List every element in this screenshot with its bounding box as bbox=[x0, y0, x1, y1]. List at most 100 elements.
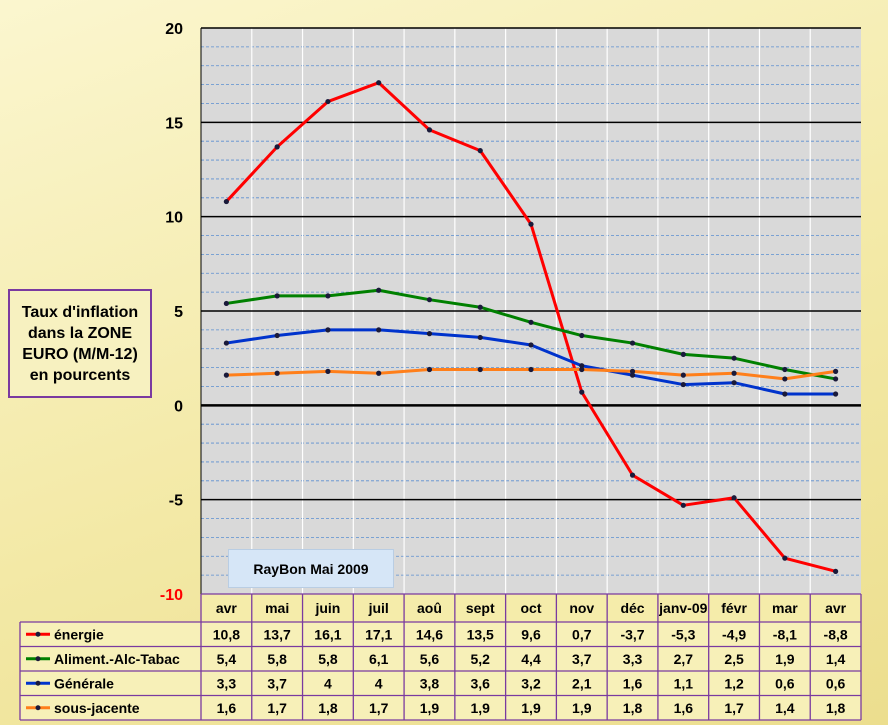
data-point bbox=[629, 340, 636, 346]
data-label: 3,6 bbox=[470, 675, 490, 691]
data-label: 1,4 bbox=[826, 651, 846, 667]
data-point bbox=[680, 351, 686, 357]
data-point bbox=[629, 472, 636, 478]
data-point bbox=[426, 297, 433, 303]
data-label: 3,7 bbox=[572, 651, 592, 667]
data-point bbox=[376, 327, 382, 333]
y-tick-label: -5 bbox=[169, 493, 183, 510]
legend-label: Générale bbox=[54, 675, 114, 691]
y-tick-label: -10 bbox=[160, 587, 183, 604]
data-point bbox=[528, 319, 534, 325]
data-point bbox=[528, 366, 534, 373]
data-label: 1,8 bbox=[826, 700, 846, 716]
data-label: -8,8 bbox=[824, 626, 848, 642]
data-point bbox=[680, 372, 686, 378]
data-point bbox=[833, 568, 839, 574]
x-tick-label: mai bbox=[265, 600, 289, 616]
x-tick-label: avr bbox=[825, 600, 847, 616]
data-label: 0,7 bbox=[572, 626, 592, 642]
data-point bbox=[782, 366, 788, 373]
data-point bbox=[477, 334, 483, 341]
data-point bbox=[579, 366, 585, 373]
y-tick-label: 15 bbox=[165, 115, 183, 132]
data-point bbox=[477, 148, 483, 154]
x-tick-label: avr bbox=[216, 600, 238, 616]
data-label: 4 bbox=[324, 675, 332, 691]
data-label: 1,7 bbox=[267, 700, 287, 716]
data-label: 1,7 bbox=[724, 700, 744, 716]
data-point bbox=[426, 331, 433, 337]
data-point bbox=[223, 340, 229, 346]
data-point bbox=[274, 370, 280, 376]
data-label: 1,9 bbox=[521, 700, 541, 716]
legend-marker bbox=[35, 680, 41, 686]
data-point bbox=[376, 80, 382, 86]
data-point bbox=[477, 366, 483, 373]
data-label: 5,8 bbox=[267, 651, 287, 667]
data-point bbox=[833, 391, 839, 397]
x-tick-label: juil bbox=[368, 600, 389, 616]
data-point bbox=[223, 372, 229, 378]
data-label: 1,2 bbox=[724, 675, 744, 691]
data-point bbox=[325, 368, 331, 374]
data-label: -8,1 bbox=[773, 626, 797, 642]
data-point bbox=[528, 221, 534, 227]
data-label: 1,6 bbox=[674, 700, 694, 716]
data-label: 0,6 bbox=[775, 675, 795, 691]
x-tick-label: aoû bbox=[417, 600, 442, 616]
data-label: 3,7 bbox=[267, 675, 287, 691]
data-label: -5,3 bbox=[671, 626, 695, 642]
data-label: 1,4 bbox=[775, 700, 795, 716]
data-point bbox=[274, 293, 280, 299]
data-label: 3,2 bbox=[521, 675, 541, 691]
data-point bbox=[223, 300, 229, 307]
data-label: 3,8 bbox=[420, 675, 440, 691]
data-point bbox=[680, 381, 686, 388]
data-label: 13,7 bbox=[264, 626, 291, 642]
data-point bbox=[782, 555, 788, 561]
data-point bbox=[325, 98, 331, 105]
x-tick-label: sept bbox=[466, 600, 495, 616]
data-point bbox=[426, 127, 433, 133]
legend-label: sous-jacente bbox=[54, 700, 140, 716]
data-label: -4,9 bbox=[722, 626, 746, 642]
data-point bbox=[731, 495, 737, 501]
data-point bbox=[731, 355, 737, 361]
data-point bbox=[579, 332, 585, 339]
legend-marker bbox=[35, 656, 41, 662]
x-tick-label: nov bbox=[569, 600, 594, 616]
data-point bbox=[325, 327, 331, 333]
data-label: 4,4 bbox=[521, 651, 541, 667]
data-label: 1,9 bbox=[572, 700, 592, 716]
data-label: 10,8 bbox=[213, 626, 240, 642]
data-label: 1,7 bbox=[369, 700, 389, 716]
data-point bbox=[579, 363, 585, 369]
data-point bbox=[223, 198, 229, 205]
data-label: 3,3 bbox=[217, 675, 237, 691]
data-label: 5,8 bbox=[318, 651, 338, 667]
data-label: 9,6 bbox=[521, 626, 541, 642]
legend-marker bbox=[35, 631, 41, 637]
data-label: 1,6 bbox=[217, 700, 237, 716]
x-tick-label: janv-09 bbox=[658, 600, 707, 616]
data-label: 2,7 bbox=[674, 651, 694, 667]
data-point bbox=[477, 304, 483, 310]
x-tick-label: mar bbox=[772, 600, 798, 616]
data-point bbox=[325, 293, 331, 299]
legend-label: énergie bbox=[54, 626, 104, 642]
y-tick-label: 10 bbox=[165, 210, 183, 227]
data-point bbox=[731, 370, 737, 376]
data-point bbox=[426, 366, 433, 373]
legend-label: Aliment.-Alc-Tabac bbox=[54, 651, 180, 667]
y-tick-label: 0 bbox=[174, 398, 183, 415]
table-header-row bbox=[201, 594, 861, 622]
data-point bbox=[274, 332, 280, 339]
data-label: 16,1 bbox=[314, 626, 341, 642]
data-point bbox=[376, 370, 382, 376]
data-label: 1,8 bbox=[318, 700, 338, 716]
data-label: 5,6 bbox=[420, 651, 440, 667]
data-label: 1,9 bbox=[775, 651, 795, 667]
data-point bbox=[731, 380, 737, 386]
